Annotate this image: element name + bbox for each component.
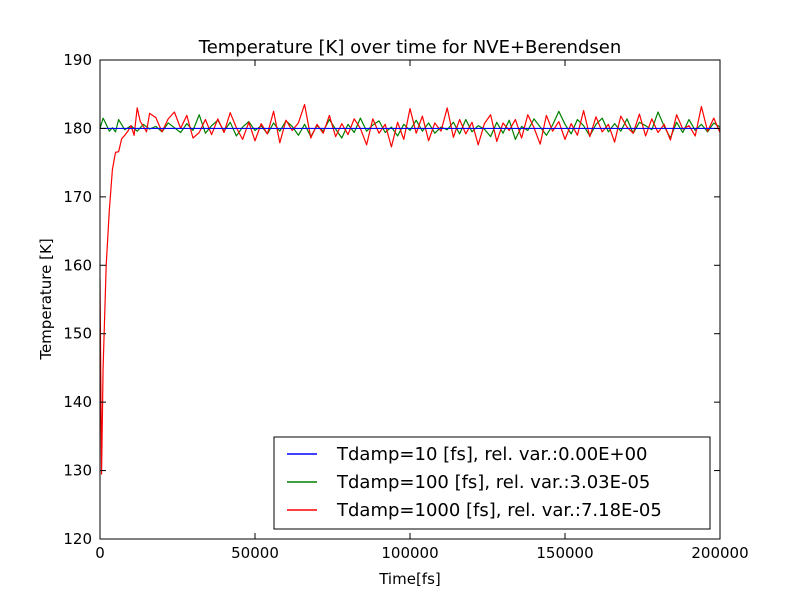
y-tick-label: 190 bbox=[63, 51, 92, 69]
x-tick-label: 50000 bbox=[231, 544, 279, 562]
x-tick-label: 0 bbox=[95, 544, 105, 562]
y-tick-label: 140 bbox=[63, 393, 92, 411]
y-tick-label: 150 bbox=[63, 325, 92, 343]
x-tick-label: 150000 bbox=[536, 544, 593, 562]
legend-box bbox=[273, 436, 711, 530]
x-axis-label: Time[fs] bbox=[378, 570, 441, 588]
chart-title: Temperature [K] over time for NVE+Berend… bbox=[198, 37, 621, 58]
x-tick-label: 100000 bbox=[381, 544, 438, 562]
legend: Tdamp=10 [fs], rel. var.:0.00E+00 Tdamp=1… bbox=[273, 436, 711, 530]
legend-label-1: Tdamp=10 [fs], rel. var.:0.00E+00 bbox=[336, 444, 648, 465]
y-tick-label: 120 bbox=[63, 530, 92, 548]
legend-label-2: Tdamp=100 [fs], rel. var.:3.03E-05 bbox=[336, 472, 650, 493]
series-layer bbox=[100, 103, 720, 475]
y-axis-label: Temperature [K] bbox=[37, 238, 55, 360]
y-tick-label: 180 bbox=[63, 119, 92, 137]
y-tick-label: 130 bbox=[63, 462, 92, 480]
legend-label-3: Tdamp=1000 [fs], rel. var.:7.18E-05 bbox=[336, 500, 662, 521]
x-tick-label: 200000 bbox=[691, 544, 748, 562]
y-tick-label: 170 bbox=[63, 188, 92, 206]
y-tick-label: 160 bbox=[63, 256, 92, 274]
axes-layer: 0 50000 100000 150000 200000 120 130 140 150 160 1… bbox=[63, 51, 748, 562]
